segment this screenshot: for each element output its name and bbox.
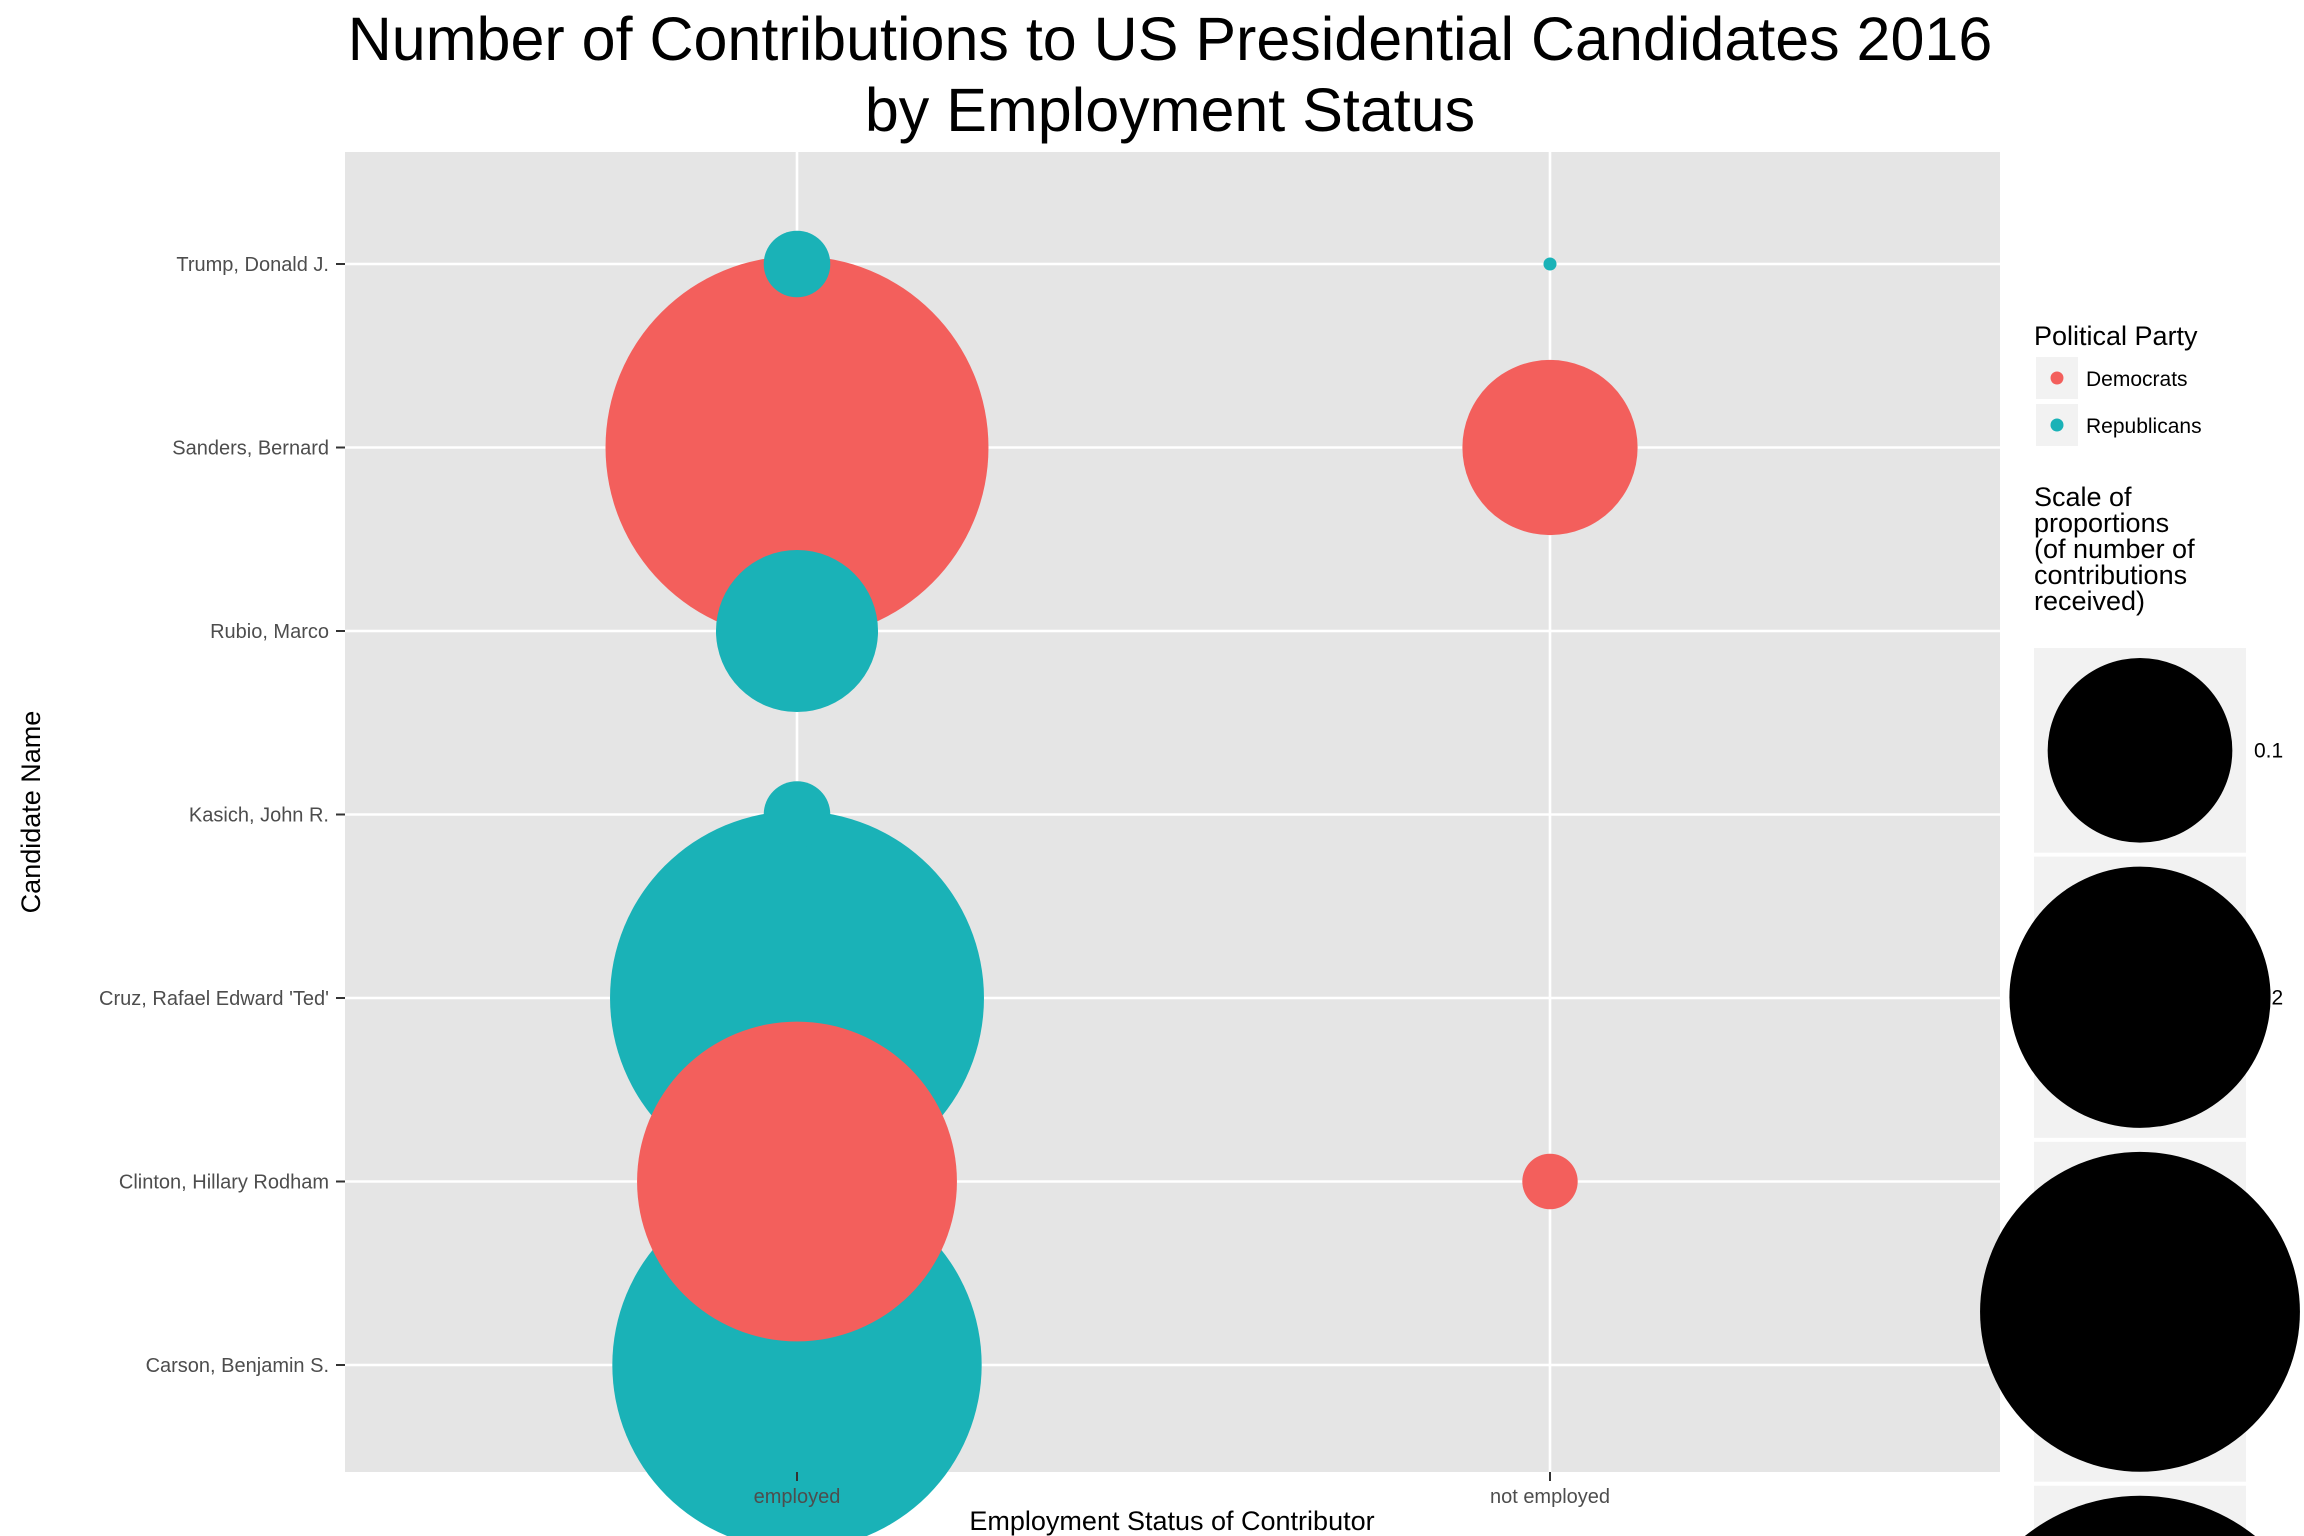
point-sanders-bernard-employed [605, 256, 989, 639]
y-tick-label-kasich-john-r: Kasich, John R. [189, 805, 329, 827]
legend-size-title-line: proportions [2034, 508, 2169, 538]
plot-panel [345, 152, 2000, 1472]
legend-size-title-line: (of number of [2034, 534, 2195, 564]
legend-size-circle-0-3 [1980, 1151, 2300, 1472]
legend-size-circle-0-4 [2024, 1495, 2256, 1536]
legend-dot-democrats [2050, 371, 2064, 385]
x-axis-label: Employment Status of Contributor [969, 1506, 1374, 1536]
point-sanders-bernard-not-employed [1462, 359, 1638, 536]
legend-party-entries: Democrats Republicans [2036, 357, 2202, 446]
legend-size-circle-0-1 [2047, 658, 2233, 843]
y-tick-labels: Trump, Donald J. Sanders, Bernard Rubio, M… [99, 254, 345, 1377]
y-tick-label-sanders-bernard: Sanders, Bernard [172, 438, 329, 460]
legend-size-title-line: contributions [2034, 560, 2187, 590]
legend-party-title: Political Party [2034, 321, 2198, 351]
legend-size-circle-0-2 [2009, 866, 2271, 1128]
data-points [605, 230, 1638, 1536]
y-tick-label-cruz-rafael-edward-ted: Cruz, Rafael Edward 'Ted' [99, 988, 329, 1010]
legend-size-title-line: received) [2034, 586, 2145, 616]
legend-size-label-0-2: 0.2 [2254, 986, 2283, 1009]
chart-subtitle: by Employment Status [865, 76, 1475, 144]
y-tick-label-trump-donald-j: Trump, Donald J. [176, 254, 329, 276]
legend-size-label-0-1: 0.1 [2254, 739, 2283, 762]
point-trump-donald-j-employed [763, 230, 831, 298]
y-tick-label-clinton-hillary-rodham: Clinton, Hillary Rodham [119, 1172, 329, 1194]
legend-label-republicans: Republicans [2086, 415, 2202, 438]
x-tick-labels: employed not employed [754, 1472, 1610, 1508]
point-trump-donald-j-not-employed [1543, 257, 1557, 271]
legend-size-label-0-3: 0.3 [2254, 1301, 2283, 1324]
chart-title: Number of Contributions to US Presidenti… [348, 5, 1993, 73]
legend-party: Political Party Democrats Republicans [2034, 321, 2202, 446]
point-clinton-hillary-rodham-employed [637, 1021, 957, 1342]
x-tick-label-not-employed: not employed [1490, 1486, 1610, 1508]
point-rubio-marco-employed [715, 549, 879, 713]
point-kasich-john-r-employed [763, 781, 831, 848]
legend-label-democrats: Democrats [2086, 368, 2188, 391]
point-clinton-hillary-rodham-not-employed [1522, 1153, 1578, 1210]
y-tick-label-rubio-marco: Rubio, Marco [210, 621, 329, 643]
legend-dot-republicans [2050, 418, 2064, 432]
legend-size-entries: 0.10.20.30.4 [1980, 648, 2300, 1536]
x-tick-label-employed: employed [754, 1486, 841, 1508]
y-tick-label-carson-benjamin-s: Carson, Benjamin S. [146, 1355, 329, 1377]
legend-size-title-line: Scale of [2034, 482, 2132, 512]
y-axis-label: Candidate Name [16, 711, 46, 914]
